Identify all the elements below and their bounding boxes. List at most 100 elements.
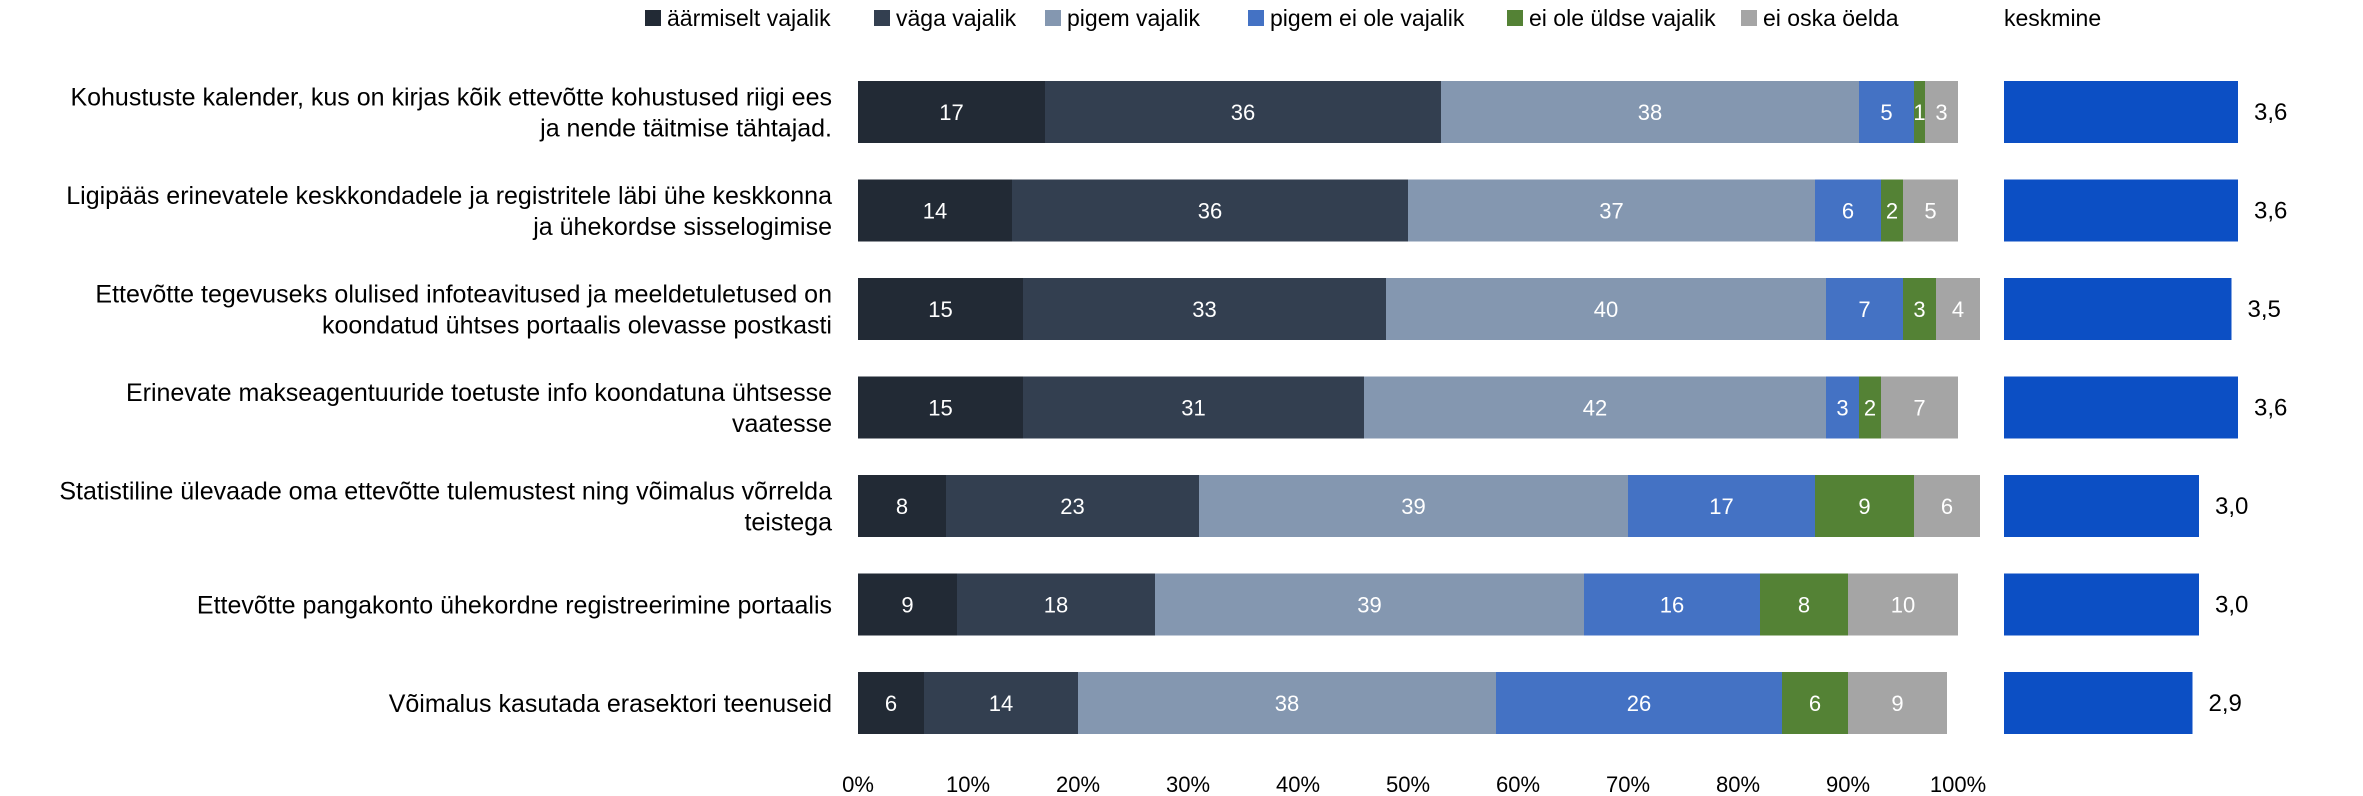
mean-bar (2004, 278, 2232, 340)
bar-segment (1826, 376, 1859, 439)
bar-segment (1848, 672, 1947, 734)
x-tick-label: 90% (1826, 772, 1870, 796)
x-tick-label: 80% (1716, 772, 1760, 796)
data-label: 17 (939, 100, 963, 125)
x-tick-label: 10% (946, 772, 990, 796)
bar-segment (1903, 179, 1958, 242)
data-label: 1 (1913, 100, 1925, 125)
category-label: Võimalus kasutada erasektori teenuseid (389, 690, 832, 718)
mean-label: 2,9 (2209, 690, 2242, 717)
mean-bar (2004, 573, 2199, 636)
data-label: 38 (1638, 100, 1662, 125)
data-label: 6 (1809, 691, 1821, 716)
category-label: koondatud ühtses portaalis olevasse post… (322, 312, 832, 340)
bar-segment (1628, 475, 1815, 537)
mean-label: 3,0 (2215, 592, 2248, 619)
legend-swatch (1248, 10, 1264, 26)
data-label: 8 (896, 494, 908, 519)
x-tick-label: 100% (1930, 772, 1986, 796)
data-label: 10 (1891, 593, 1915, 618)
data-label: 6 (885, 691, 897, 716)
legend-label: ei ole üldse vajalik (1529, 5, 1716, 31)
bar-segment (858, 672, 924, 734)
mean-label: 3,6 (2254, 198, 2287, 225)
data-label: 6 (1941, 494, 1953, 519)
data-label: 23 (1060, 494, 1084, 519)
data-label: 4 (1952, 297, 1964, 322)
data-label: 17 (1709, 494, 1733, 519)
mean-bar (2004, 81, 2238, 143)
mean-panel: 3,6 3,6 3,5 3,6 3,0 3,0 2,9 keskmine (2004, 5, 2287, 734)
legend-label: pigem ei ole vajalik (1270, 5, 1465, 31)
data-label: 9 (1858, 494, 1870, 519)
data-label: 3 (1935, 100, 1947, 125)
bar-segment (1441, 81, 1859, 143)
bar-segment (1859, 376, 1881, 439)
bar-segment (1881, 376, 1958, 439)
data-label: 15 (928, 297, 952, 322)
bar-segment (1386, 278, 1826, 340)
bar-segment (957, 573, 1155, 636)
x-tick-label: 40% (1276, 772, 1320, 796)
bar-segment (1859, 81, 1914, 143)
data-label: 38 (1275, 691, 1299, 716)
bar-segment (1023, 278, 1386, 340)
x-tick-label: 0% (842, 772, 874, 796)
data-label: 39 (1401, 494, 1425, 519)
bar-segment (924, 672, 1078, 734)
data-label: 3 (1836, 396, 1848, 421)
bar-segment (1045, 81, 1441, 143)
bar-segment (1914, 475, 1980, 537)
bar-segment (1848, 573, 1958, 636)
legend-swatch (645, 10, 661, 26)
data-label: 31 (1181, 396, 1205, 421)
data-label: 8 (1798, 593, 1810, 618)
data-label: 3 (1913, 297, 1925, 322)
data-label: 36 (1198, 199, 1222, 224)
legend-label: äärmiselt vajalik (667, 5, 831, 31)
category-label: teistega (744, 509, 832, 537)
x-tick-label: 60% (1496, 772, 1540, 796)
mean-label: 3,6 (2254, 395, 2287, 422)
legend-swatch (1741, 10, 1757, 26)
bar-segment (858, 475, 946, 537)
bar-segment (1023, 376, 1364, 439)
bar-segment (858, 376, 1023, 439)
legend: äärmiselt vajalik väga vajalik pigem vajal… (645, 5, 1899, 31)
data-label: 40 (1594, 297, 1618, 322)
bar-segment (1364, 376, 1826, 439)
stacked-bars: 17 36 38 5 1 314 36 37 6 2 515 33 40 7 3 415 31 42 3 2 78 23 3… (858, 81, 1980, 734)
category-label: Ligipääs erinevatele keskkondadele ja re… (66, 182, 832, 210)
data-label: 37 (1599, 199, 1623, 224)
bar-segment (1826, 278, 1903, 340)
data-label: 2 (1886, 199, 1898, 224)
data-label: 14 (989, 691, 1013, 716)
mean-label: 3,5 (2248, 296, 2281, 323)
category-label: ja nende täitmise tähtajad. (539, 115, 832, 143)
data-label: 26 (1627, 691, 1651, 716)
bar-segment (1496, 672, 1782, 734)
data-label: 7 (1913, 396, 1925, 421)
bar-segment (1936, 278, 1980, 340)
legend-swatch (1507, 10, 1523, 26)
data-label: 9 (1891, 691, 1903, 716)
data-label: 5 (1880, 100, 1892, 125)
x-tick-label: 30% (1166, 772, 1210, 796)
data-label: 7 (1858, 297, 1870, 322)
legend-swatch (874, 10, 890, 26)
bar-segment (1408, 179, 1815, 242)
bar-segment (1199, 475, 1628, 537)
category-label: Erinevate makseagentuuride toetuste info… (126, 379, 832, 407)
data-label: 9 (901, 593, 913, 618)
x-tick-label: 70% (1606, 772, 1650, 796)
data-label: 33 (1192, 297, 1216, 322)
mean-bar (2004, 672, 2193, 734)
category-label: Statistiline ülevaade oma ettevõtte tule… (59, 478, 832, 506)
bar-segment (1903, 278, 1936, 340)
data-label: 15 (928, 396, 952, 421)
mean-label: 3,0 (2215, 493, 2248, 520)
mean-bar (2004, 376, 2238, 439)
bar-segment (1155, 573, 1584, 636)
